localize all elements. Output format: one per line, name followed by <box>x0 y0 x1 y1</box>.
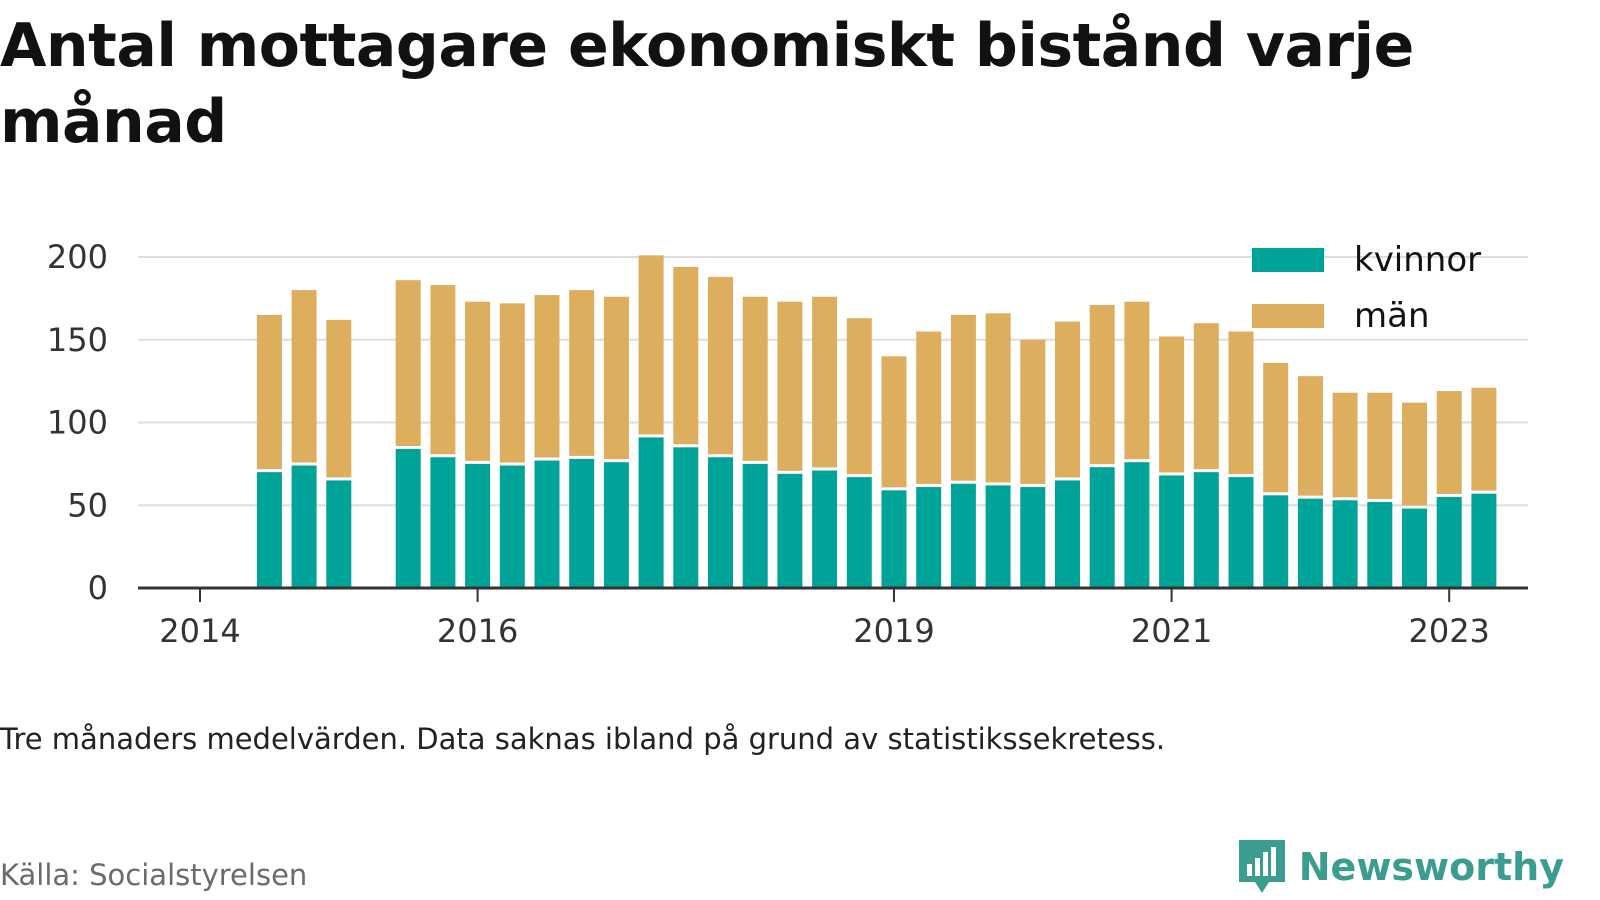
bar-kvinnor <box>638 437 664 588</box>
brand-logo[interactable]: Newsworthy <box>1235 838 1564 896</box>
bar-kvinnor <box>430 457 456 588</box>
bar-man <box>1193 323 1219 470</box>
bar-kvinnor <box>1471 493 1497 588</box>
bar-man <box>846 318 872 475</box>
x-tick-label: 2016 <box>437 612 518 650</box>
x-axis: 2014 2016 2019 2021 2023 <box>138 586 1528 650</box>
bar-kvinnor <box>1367 501 1393 588</box>
bar-kvinnor <box>846 477 872 588</box>
bar-man <box>395 280 421 446</box>
bar-man <box>1471 387 1497 491</box>
bar-man <box>465 301 491 461</box>
bar-kvinnor <box>708 457 733 588</box>
bar-kvinnor <box>742 463 768 588</box>
bar-man <box>673 266 699 445</box>
bar-man <box>950 314 976 481</box>
bar-kvinnor <box>534 460 560 588</box>
y-tick-label: 200 <box>47 238 108 276</box>
legend-label: män <box>1354 296 1430 336</box>
y-tick-label: 150 <box>47 321 108 359</box>
bar-man <box>1020 339 1046 485</box>
bar-man <box>1055 321 1080 478</box>
x-tick-label: 2019 <box>853 612 934 650</box>
bar-kvinnor <box>569 458 595 588</box>
bar-kvinnor <box>1020 487 1046 588</box>
y-tick-label: 100 <box>47 404 108 442</box>
x-tick-label: 2023 <box>1408 612 1489 650</box>
bar-man <box>499 303 525 463</box>
chart-note: Tre månaders medelvärden. Data saknas ib… <box>0 722 1166 756</box>
bar-man <box>1436 391 1462 494</box>
bar-man <box>1124 301 1150 460</box>
bar-kvinnor <box>465 463 491 588</box>
bar-kvinnor <box>812 470 838 588</box>
bar-man <box>881 356 907 488</box>
bar-man <box>777 301 803 471</box>
bar-man <box>638 255 664 435</box>
x-tick-label: 2021 <box>1131 612 1212 650</box>
bar-man <box>569 290 595 456</box>
bar-kvinnor <box>395 448 421 588</box>
bar-man <box>1089 304 1115 465</box>
bar-kvinnor <box>603 462 629 588</box>
bar-man <box>812 296 838 468</box>
bar-kvinnor <box>1159 475 1185 588</box>
brand-name: Newsworthy <box>1298 845 1564 889</box>
chart-title: Antal mottagare ekonomiskt bistånd varje… <box>0 11 1414 157</box>
bar-man <box>985 313 1011 483</box>
bar-man <box>1159 336 1185 473</box>
y-axis-ticks: 0 50 100 150 200 <box>47 238 108 607</box>
source-label: Källa: Socialstyrelsen <box>0 858 308 892</box>
bar-man <box>1402 402 1427 506</box>
stacked-bar-chart: 0 50 100 150 200 2014 2016 2019 2021 2023 kvinno… <box>47 238 1528 650</box>
bar-kvinnor <box>777 473 803 588</box>
bar-man <box>291 290 317 463</box>
legend: kvinnor män <box>1252 240 1481 336</box>
bar-kvinnor <box>1193 472 1219 588</box>
y-tick-label: 0 <box>88 569 108 607</box>
bars <box>256 255 1497 588</box>
bar-kvinnor <box>256 472 282 588</box>
bar-kvinnor <box>1055 480 1080 588</box>
bar-chart-speech-bubble-icon <box>1238 840 1285 893</box>
legend-swatch <box>1252 304 1324 328</box>
bar-man <box>916 331 942 485</box>
bar-kvinnor <box>916 487 942 588</box>
bar-kvinnor <box>881 490 907 588</box>
bar-kvinnor <box>1436 496 1462 588</box>
bar-man <box>1332 392 1358 498</box>
bar-man <box>1228 331 1254 475</box>
y-tick-label: 50 <box>67 486 108 524</box>
bar-kvinnor <box>1297 498 1323 588</box>
bar-man <box>708 276 733 455</box>
bar-man <box>603 296 629 460</box>
legend-swatch <box>1252 248 1324 272</box>
bar-kvinnor <box>1124 462 1150 588</box>
legend-label: kvinnor <box>1354 240 1481 280</box>
bar-kvinnor <box>1332 500 1358 588</box>
bar-man <box>1367 392 1393 499</box>
x-tick-label: 2014 <box>159 612 240 650</box>
bar-man <box>430 285 456 455</box>
bar-kvinnor <box>1263 495 1289 588</box>
bar-man <box>1297 376 1323 496</box>
bar-man <box>534 295 560 458</box>
bar-kvinnor <box>985 485 1011 588</box>
bar-man <box>326 319 352 478</box>
bar-kvinnor <box>673 447 699 588</box>
bar-man <box>742 296 768 461</box>
bar-kvinnor <box>291 465 317 588</box>
bar-kvinnor <box>950 483 976 588</box>
bar-kvinnor <box>1228 477 1254 588</box>
bar-man <box>1263 362 1289 493</box>
bar-kvinnor <box>1402 508 1427 588</box>
bar-man <box>256 314 282 470</box>
bar-kvinnor <box>499 465 525 588</box>
bar-kvinnor <box>326 480 352 588</box>
bar-kvinnor <box>1089 467 1115 588</box>
